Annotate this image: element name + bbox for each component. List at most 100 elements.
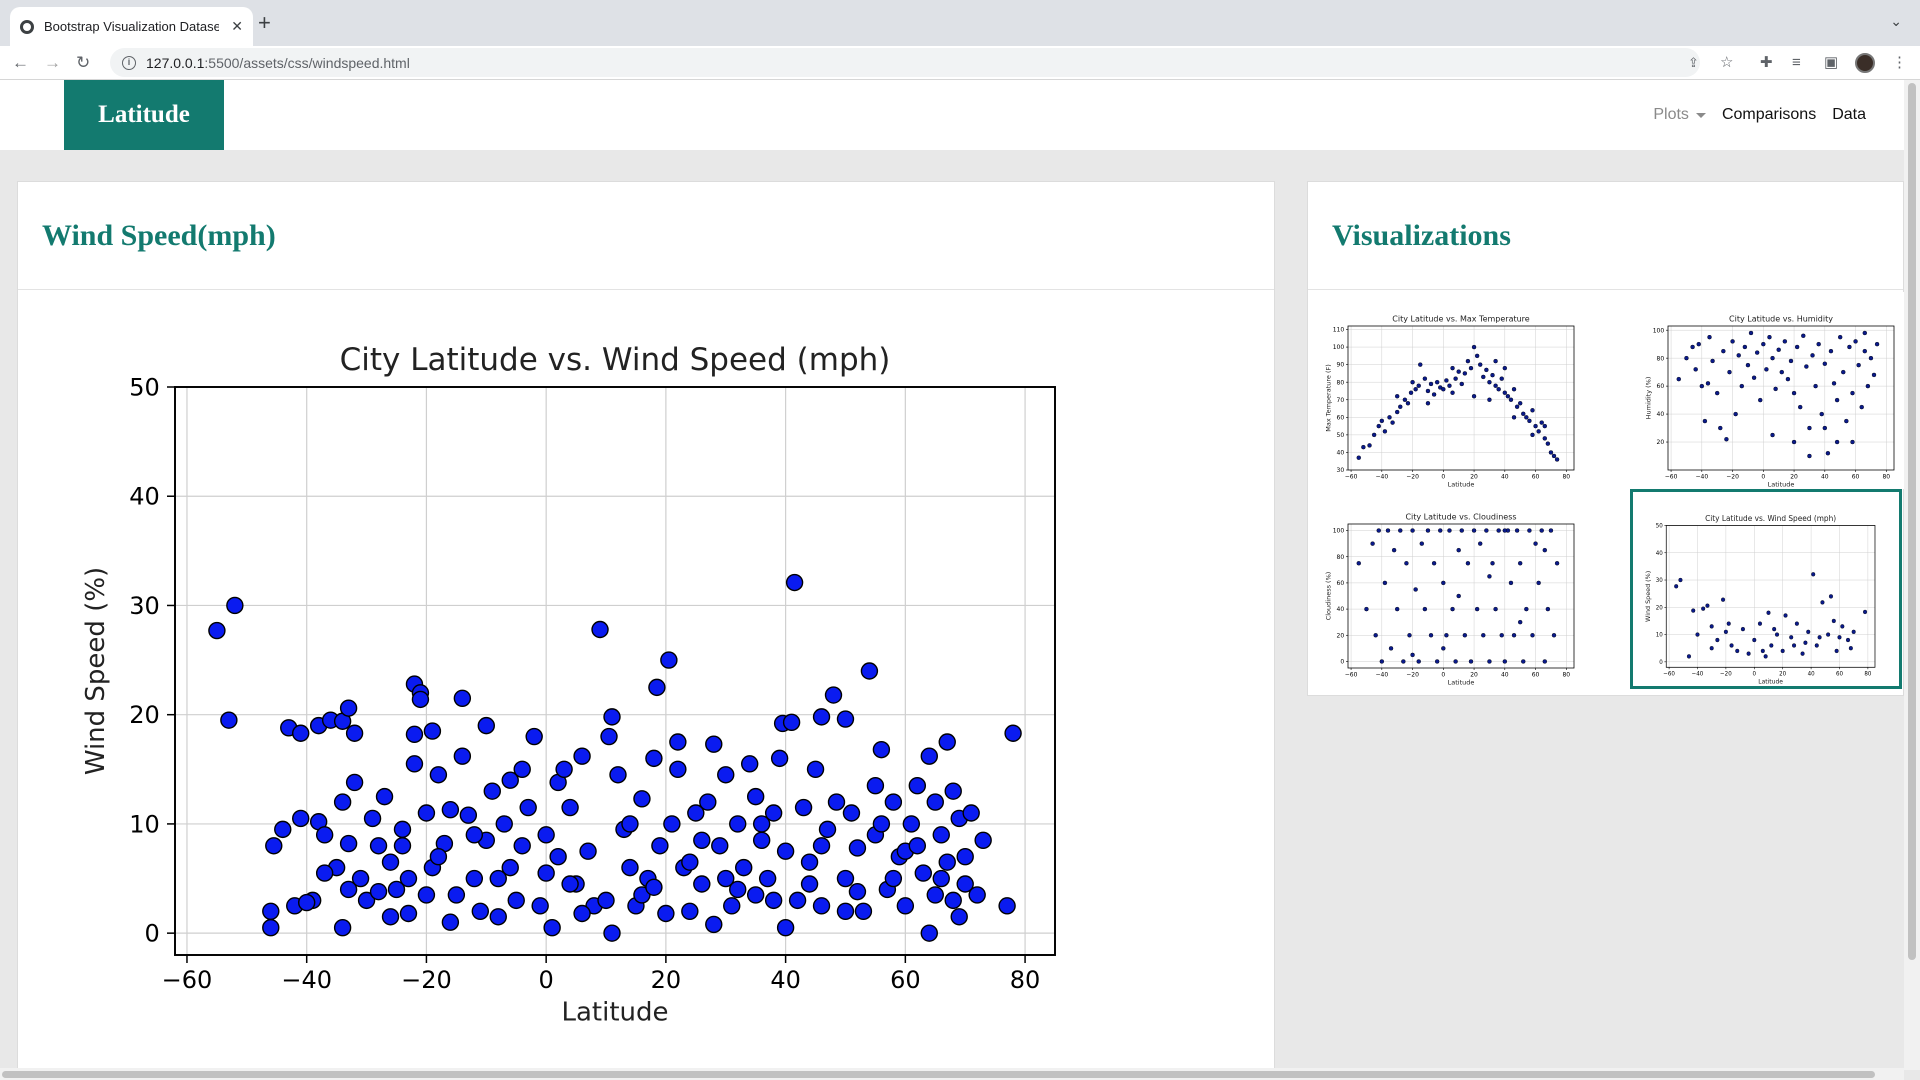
data-point: [827, 793, 846, 811]
share-icon[interactable]: ⇪: [1688, 55, 1699, 70]
data-point: [1825, 451, 1831, 456]
data-point: [1710, 358, 1715, 364]
x-tick-label: 20: [1470, 473, 1478, 480]
data-point: [1770, 432, 1775, 438]
data-point: [800, 875, 819, 893]
data-point: [1517, 619, 1523, 625]
thumbnail-wind-speed[interactable]: −60 −40 −20 0 20 40 60 80 0 10 20 30 40 50 City Latitu…: [1630, 489, 1902, 689]
data-point: [1548, 450, 1554, 455]
data-point: [1834, 648, 1839, 654]
thumbnail-humidity[interactable]: −60 −40 −20 0 20 40 60 80 20 40 60 80 100 City Latitu…: [1632, 292, 1904, 489]
comparisons-link[interactable]: Comparisons: [1721, 106, 1817, 123]
data-point: [1798, 404, 1803, 410]
data-point: [1554, 457, 1560, 462]
address-bar[interactable]: i 127.0.0.1:5500/assets/css/windspeed.ht…: [110, 48, 1700, 77]
close-tab-icon[interactable]: ✕: [231, 18, 243, 34]
more-menu-icon[interactable]: ⋮: [1892, 54, 1907, 71]
data-link[interactable]: Data: [1832, 106, 1866, 123]
profile-avatar[interactable]: [1855, 53, 1875, 73]
new-tab-button[interactable]: +: [258, 10, 271, 35]
data-point: [681, 853, 699, 871]
bookmark-star-icon[interactable]: ☆: [1720, 54, 1734, 71]
data-point: [465, 826, 484, 844]
extensions-puzzle-icon[interactable]: ✚: [1760, 54, 1773, 71]
plot-frame: [1347, 325, 1575, 471]
reload-icon[interactable]: ↻: [76, 53, 91, 72]
data-point: [1382, 429, 1388, 434]
data-point: [645, 878, 663, 896]
data-point: [800, 853, 819, 871]
data-point: [1456, 593, 1461, 599]
horizontal-scrollbar[interactable]: [0, 1068, 1904, 1080]
data-point: [1422, 606, 1428, 612]
data-point: [1376, 423, 1381, 429]
x-axis-label: Latitude: [561, 998, 668, 1028]
browser-tab-bar: Bootstrap Visualization Datase ✕ + ⌄: [0, 0, 1920, 46]
data-point: [705, 735, 723, 753]
site-info-icon[interactable]: i: [122, 55, 136, 70]
chart-title: City Latitude vs. Wind Speed (mph): [1705, 514, 1836, 523]
data-point: [1828, 594, 1833, 599]
data-point: [729, 880, 747, 899]
data-point: [1758, 397, 1763, 403]
vertical-scrollbar[interactable]: [1904, 80, 1920, 1070]
data-point: [1373, 633, 1378, 638]
data-point: [1727, 369, 1732, 375]
data-point: [1468, 365, 1474, 371]
data-point: [447, 886, 466, 904]
vertical-scroll-thumb[interactable]: [1908, 83, 1916, 960]
reading-list-icon[interactable]: ≡: [1792, 54, 1801, 71]
data-point: [1462, 371, 1468, 376]
thumbnail-max-temperature[interactable]: −60 −40 −20 0 20 40 60 80 30 40 50 60 70 80 90 100 110 Ci…: [1312, 292, 1600, 489]
data-point: [1674, 584, 1679, 589]
data-point: [1794, 621, 1799, 626]
y-tick-label: 60: [1657, 383, 1665, 390]
data-point: [1820, 600, 1825, 605]
data-point: [1533, 423, 1538, 429]
data-point: [1715, 637, 1720, 643]
data-point: [405, 725, 424, 744]
url-host: 127.0.0.1: [146, 54, 205, 71]
data-point: [938, 853, 956, 871]
forward-arrow-icon[interactable]: →: [44, 53, 61, 72]
browser-tab[interactable]: Bootstrap Visualization Datase ✕: [10, 7, 253, 46]
y-tick-label: 0: [145, 920, 160, 948]
data-point: [1441, 387, 1446, 392]
data-point: [1837, 635, 1842, 640]
data-point: [1841, 369, 1846, 375]
data-point: [1496, 387, 1501, 392]
x-tick-label: 20: [1779, 671, 1786, 677]
x-tick-label: −20: [1726, 473, 1739, 480]
data-point: [1356, 561, 1361, 566]
globe-icon: [20, 19, 34, 34]
data-point: [1401, 659, 1406, 664]
data-point: [573, 747, 591, 765]
data-point: [501, 858, 519, 877]
data-point: [932, 826, 950, 844]
x-tick-label: 20: [651, 966, 682, 994]
brand-logo[interactable]: Latitude: [64, 80, 224, 150]
back-arrow-icon[interactable]: ←: [12, 53, 29, 72]
x-tick-label: 60: [1532, 671, 1540, 678]
x-tick-label: 80: [1864, 671, 1871, 677]
y-tick-label: 10: [129, 810, 160, 838]
y-tick-label: 40: [1337, 606, 1345, 613]
data-point: [693, 875, 711, 893]
data-point: [441, 913, 460, 931]
plots-dropdown[interactable]: Plots: [1653, 106, 1706, 124]
data-point: [794, 798, 813, 817]
data-point: [1868, 355, 1874, 361]
data-point: [1761, 341, 1766, 347]
horizontal-scroll-thumb[interactable]: [2, 1071, 1875, 1078]
x-tick-label: 80: [1562, 473, 1570, 480]
tab-search-chevron-icon[interactable]: ⌄: [1890, 13, 1902, 29]
thumbnail-cloudiness[interactable]: −60 −40 −20 0 20 40 60 80 0 20 40 60 80 100 City Latit…: [1312, 490, 1600, 687]
data-point: [381, 908, 400, 926]
data-point: [1527, 528, 1532, 533]
data-point: [549, 847, 567, 866]
y-tick-label: 80: [1657, 355, 1665, 362]
data-point: [507, 891, 525, 910]
side-panel-icon[interactable]: ▣: [1824, 54, 1839, 71]
data-point: [1863, 609, 1868, 615]
data-point: [1502, 390, 1508, 395]
